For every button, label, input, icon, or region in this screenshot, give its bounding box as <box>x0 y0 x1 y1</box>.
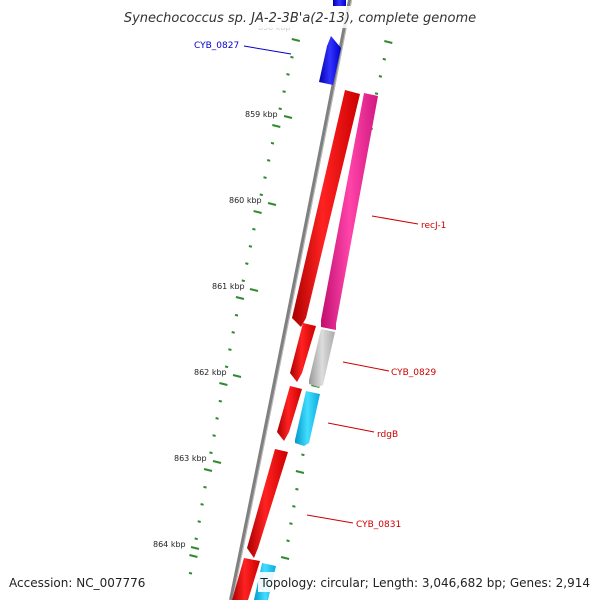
inner-tick <box>194 537 198 541</box>
inner-tick <box>253 210 262 214</box>
genome-backbone <box>229 0 352 600</box>
scale-label: 860 kbp <box>229 196 262 205</box>
gene-CYB_0827[interactable] <box>319 36 341 85</box>
outer-tick <box>295 470 305 474</box>
inner-tick <box>224 365 229 369</box>
inner-tick <box>290 55 294 59</box>
gene-rdgB[interactable] <box>295 391 320 446</box>
inner-tick <box>189 554 198 558</box>
outer-tick <box>378 75 383 78</box>
inner-tick <box>234 313 239 317</box>
outer-tick <box>280 556 290 560</box>
gene-label-CYB_0827[interactable]: CYB_0827 <box>194 41 239 51</box>
genome-summary-text: Topology: circular; Length: 3,046,682 bp… <box>259 576 590 590</box>
inner-tick <box>188 571 193 575</box>
gene-forward-1[interactable] <box>292 90 360 327</box>
inner-tick <box>270 141 275 145</box>
inner-tick <box>203 485 207 489</box>
footer-left-backdrop <box>4 572 154 592</box>
scale-tick-mark <box>212 460 222 464</box>
inner-tick <box>231 331 235 334</box>
outer-tick <box>384 40 393 44</box>
gene-forward-2[interactable] <box>290 323 316 382</box>
scale-label: 861 kbp <box>212 282 245 291</box>
inner-tick <box>266 159 271 162</box>
gene-label-CYB_0831[interactable]: CYB_0831 <box>356 520 401 530</box>
leader-CYB_0829 <box>342 361 390 372</box>
inner-tick <box>282 90 286 93</box>
outer-tick <box>382 57 387 61</box>
leader-recJ-1 <box>371 215 419 225</box>
inner-tick <box>286 73 290 76</box>
inner-tick <box>278 107 282 111</box>
outer-tick <box>286 539 290 543</box>
outer-tick <box>295 487 299 491</box>
gene-label-recJ-1[interactable]: recJ-1 <box>421 221 446 231</box>
inner-tick <box>245 262 249 265</box>
gene-forward-4[interactable] <box>247 449 288 558</box>
inner-tick <box>200 503 204 506</box>
accession-text: Accession: NC_007776 <box>9 576 145 590</box>
inner-tick <box>219 382 228 386</box>
scale-tick-mark <box>283 115 293 119</box>
gene-top-partial[interactable] <box>333 0 346 6</box>
gene-recJ-1[interactable] <box>321 93 378 330</box>
gene-forward-5[interactable] <box>232 558 260 600</box>
inner-tick <box>215 417 219 420</box>
outer-tick <box>292 505 296 508</box>
footer-right-backdrop <box>258 572 596 592</box>
scale-label: 863 kbp <box>174 454 207 463</box>
gene-label-CYB_0829[interactable]: CYB_0829 <box>391 368 436 378</box>
inner-tick <box>212 434 216 437</box>
map-title: Synechococcus sp. JA-2-3B'a(2-13), compl… <box>124 11 476 26</box>
gene-forward-3[interactable] <box>277 386 302 441</box>
scale-label: 859 kbp <box>245 110 278 119</box>
inner-tick <box>241 279 246 283</box>
gene-label-rdgB[interactable]: rdgB <box>377 430 398 440</box>
outer-tick <box>301 453 305 457</box>
inner-tick <box>228 348 232 351</box>
inner-tick <box>203 468 213 472</box>
genome-backbone-highlight <box>232 0 352 600</box>
scale-label: 862 kbp <box>194 368 227 377</box>
scale-tick-mark <box>190 546 200 550</box>
scale-labels: 859 kbp 860 kbp 861 kbp 862 kbp 863 kbp … <box>153 110 293 550</box>
outer-tick <box>289 522 293 525</box>
inner-tick <box>252 227 256 231</box>
inner-tick <box>197 520 201 523</box>
inner-tick <box>235 296 245 300</box>
scale-tick-mark <box>267 202 277 206</box>
leader-CYB_0831 <box>306 514 354 524</box>
scale-tick-mark <box>249 288 259 292</box>
leader-rdgB <box>327 422 375 433</box>
scale-tick-mark <box>232 374 242 378</box>
scale-label: 864 kbp <box>153 540 186 549</box>
inner-tick <box>272 124 281 128</box>
gene-CYB_0829[interactable] <box>309 329 335 387</box>
outer-tick <box>374 92 379 95</box>
inner-tick <box>209 451 213 455</box>
inner-tick <box>259 193 264 197</box>
inner-tick <box>291 38 301 42</box>
title-backdrop <box>100 6 500 28</box>
leader-CYB_0827 <box>243 45 292 55</box>
inner-tick <box>248 245 253 248</box>
inner-tick <box>263 176 267 179</box>
inner-tick-ring <box>188 38 301 575</box>
inner-tick <box>218 399 223 403</box>
